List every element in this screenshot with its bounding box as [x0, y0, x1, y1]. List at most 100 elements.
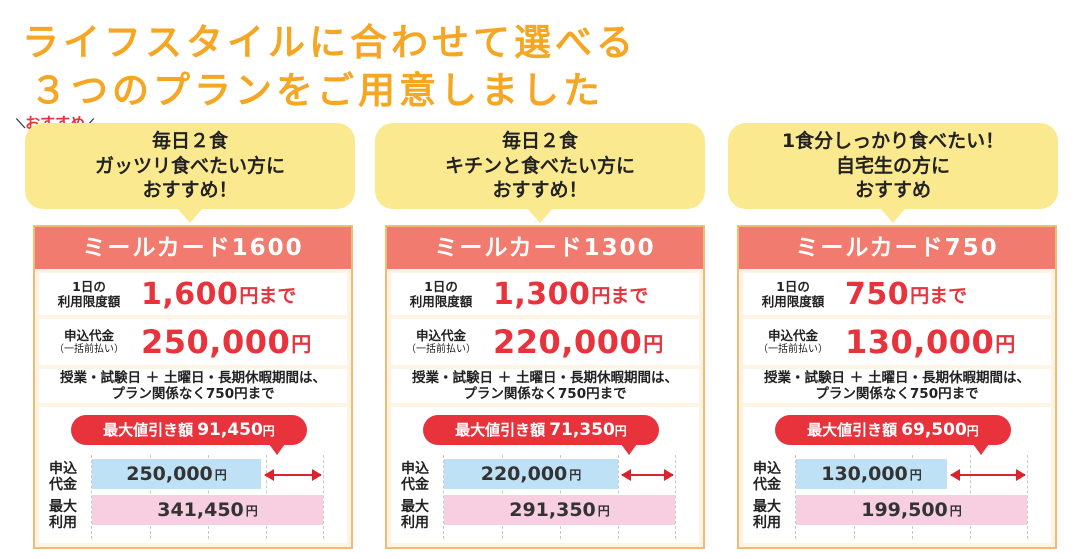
fee-amount: 130,000 [845, 323, 995, 361]
label-line: （一括前払い） [758, 344, 828, 355]
fee-unit: 円 [291, 331, 312, 356]
yen-unit: 円 [214, 467, 227, 482]
comparison-panel: 最大値引き額 69,500円 申込 代金 最大 利用 130,000 円 199,5… [743, 407, 1051, 543]
daily-limit-row: 1日の 利用限度額 750 円まで [743, 273, 1051, 315]
plan-card-1600: ミールカード1600 1日の 利用限度額 1,600 円まで 申込代金 （一括前払… [33, 225, 353, 549]
discount-label: 最大値引き額 [455, 421, 546, 439]
fee-bar-amount: 130,000 [821, 463, 908, 485]
plan-title: ミールカード1600 [35, 227, 351, 269]
yen-unit: 円 [262, 424, 275, 438]
usage-bar-label: 最大 利用 [39, 499, 87, 531]
discount-arrow [264, 469, 322, 481]
label-line: 代金 [753, 477, 781, 493]
fee-value: 130,000 円 [845, 319, 1015, 365]
max-usage-amount: 291,350 [509, 499, 596, 521]
headline-line-2: ３つのプランをご用意しました [30, 69, 604, 112]
label-line: 利用 [753, 515, 781, 531]
label-line: （一括前払い） [406, 344, 476, 355]
label-line: 利用 [49, 515, 77, 531]
max-usage-amount: 199,500 [861, 499, 948, 521]
note-line: プラン関係なく750円まで [111, 386, 275, 402]
fee-value: 250,000 円 [141, 319, 311, 365]
label-line: 1日の [776, 279, 810, 294]
label-line: 利用限度額 [761, 294, 825, 309]
yen-unit: 円 [909, 467, 922, 482]
note-line: プラン関係なく750円まで [463, 386, 627, 402]
usage-bar-label: 最大 利用 [743, 499, 791, 531]
note-row: 授業・試験日 ＋ 土曜日・長期休暇期間は、 プラン関係なく750円まで [391, 369, 699, 403]
comparison-panel: 最大値引き額 71,350円 申込 代金 最大 利用 220,000 円 291,3… [391, 407, 699, 543]
label-line: 最大 [401, 499, 429, 515]
fee-label: 申込代金 （一括前払い） [393, 319, 489, 365]
note-line: プラン関係なく750円まで [815, 386, 979, 402]
note-row: 授業・試験日 ＋ 土曜日・長期休暇期間は、 プラン関係なく750円まで [39, 369, 347, 403]
yen-unit: 円 [966, 424, 979, 438]
label-line: 1日の [72, 279, 106, 294]
bubble-line: 毎日２食 [501, 129, 578, 152]
label-line: 代金 [401, 477, 429, 493]
label-line: 利用 [401, 515, 429, 531]
label-line: 申込 [401, 461, 429, 477]
bubble-line: 毎日２食 [151, 129, 228, 152]
plan-2-bubble: 毎日２食 キチンと食べたい方に おすすめ！ [375, 123, 705, 223]
daily-limit-unit: 円まで [239, 284, 297, 307]
label-line: 代金 [49, 477, 77, 493]
daily-limit-amount: 1,600 [141, 276, 239, 312]
discount-amount: 91,450 [197, 420, 263, 440]
label-line: 利用限度額 [409, 294, 473, 309]
label-line: （一括前払い） [54, 344, 124, 355]
headline-line-1: ライフスタイルに合わせて選べる [22, 21, 637, 64]
max-usage-amount: 341,450 [157, 499, 244, 521]
plan-title: ミールカード1300 [387, 227, 703, 269]
fee-row: 申込代金 （一括前払い） 130,000 円 [743, 319, 1051, 365]
yen-unit: 円 [569, 467, 582, 482]
daily-limit-label: 1日の 利用限度額 [393, 273, 489, 315]
max-discount-pill: 最大値引き額 91,450円 [71, 415, 307, 455]
label-line: 最大 [753, 499, 781, 515]
fee-bar-amount: 250,000 [126, 463, 213, 485]
daily-limit-amount: 1,300 [493, 276, 591, 312]
daily-limit-amount: 750 [845, 276, 910, 312]
plan-card-1300: ミールカード1300 1日の 利用限度額 1,300 円まで 申込代金 （一括前払… [385, 225, 705, 549]
max-usage-bar: 199,500 円 [796, 495, 1027, 525]
comparison-panel: 最大値引き額 91,450円 申込 代金 最大 利用 250,000 円 341,4… [39, 407, 347, 543]
yen-unit: 円 [245, 503, 258, 518]
max-discount-pill: 最大値引き額 71,350円 [423, 415, 659, 455]
bubble-line: 1食分しっかり食べたい！ [781, 129, 1005, 152]
note-row: 授業・試験日 ＋ 土曜日・長期休暇期間は、 プラン関係なく750円まで [743, 369, 1051, 403]
max-usage-bar: 341,450 円 [92, 495, 323, 525]
fee-amount: 250,000 [141, 323, 291, 361]
label-line: 申込代金 [63, 328, 114, 343]
plan-1-bubble: 毎日２食 ガッツリ食べたい方に おすすめ！ [25, 123, 355, 223]
daily-limit-unit: 円まで [910, 284, 968, 307]
discount-arrow [950, 469, 1026, 481]
bubble-line: 自宅生の方に [835, 154, 950, 177]
bubble-line: おすすめ！ [142, 179, 238, 202]
label-line: 最大 [49, 499, 77, 515]
fee-unit: 円 [643, 331, 664, 356]
yen-unit: 円 [614, 424, 627, 438]
fee-bar-amount: 220,000 [480, 463, 568, 485]
daily-limit-row: 1日の 利用限度額 1,300 円まで [391, 273, 699, 315]
daily-limit-value: 750 円まで [845, 273, 967, 315]
fee-bar-label: 申込 代金 [743, 461, 791, 493]
discount-arrow [621, 469, 674, 481]
discount-amount: 69,500 [901, 420, 967, 440]
discount-label: 最大値引き額 [807, 421, 898, 439]
label-line: 申込 [49, 461, 77, 477]
daily-limit-label: 1日の 利用限度額 [41, 273, 137, 315]
label-line: 利用限度額 [57, 294, 121, 309]
bubble-line: おすすめ [854, 179, 931, 202]
bubble-line: キチンと食べたい方に [444, 154, 635, 177]
plan-title: ミールカード750 [739, 227, 1055, 269]
label-line: 申込 [753, 461, 781, 477]
fee-bar: 220,000 円 [444, 459, 618, 489]
note-line: 授業・試験日 ＋ 土曜日・長期休暇期間は、 [60, 370, 326, 386]
label-line: 1日の [424, 279, 458, 294]
fee-row: 申込代金 （一括前払い） 220,000 円 [391, 319, 699, 365]
discount-amount: 71,350 [549, 420, 615, 440]
max-usage-bar: 291,350 円 [444, 495, 675, 525]
max-discount-pill: 最大値引き額 69,500円 [775, 415, 1011, 455]
daily-limit-value: 1,300 円まで [493, 273, 648, 315]
fee-bar: 130,000 円 [796, 459, 947, 489]
